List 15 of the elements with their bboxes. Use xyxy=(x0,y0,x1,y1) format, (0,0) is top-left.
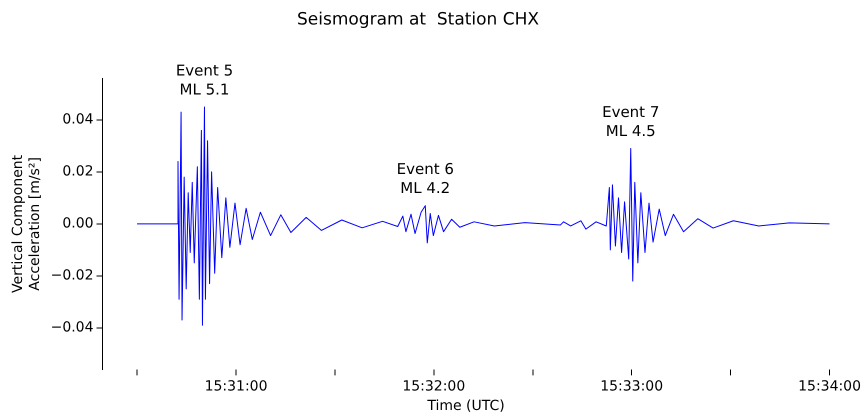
y-tick-label: 0.02 xyxy=(62,164,94,180)
annotation: Event 7 ML 4.5 xyxy=(602,102,660,140)
annotation: Event 6 ML 4.2 xyxy=(396,160,454,198)
x-tick-label: 15:33:00 xyxy=(600,378,664,394)
y-tick-label: −0.04 xyxy=(50,319,94,336)
y-tick-label: −0.02 xyxy=(50,268,94,284)
x-tick-label: 15:34:00 xyxy=(798,378,862,394)
y-axis-title: Vertical Component Acceleration [m/s²] xyxy=(10,154,43,293)
y-tick-label: 0.00 xyxy=(62,216,94,232)
x-tick-label: 15:32:00 xyxy=(402,378,466,394)
y-tick-label: 0.04 xyxy=(62,112,94,128)
x-axis-title: Time (UTC) xyxy=(426,398,505,414)
x-tick-label: 15:31:00 xyxy=(204,378,268,394)
chart-title: Seismogram at Station CHX xyxy=(297,10,540,30)
annotation: Event 5 ML 5.1 xyxy=(176,61,234,98)
